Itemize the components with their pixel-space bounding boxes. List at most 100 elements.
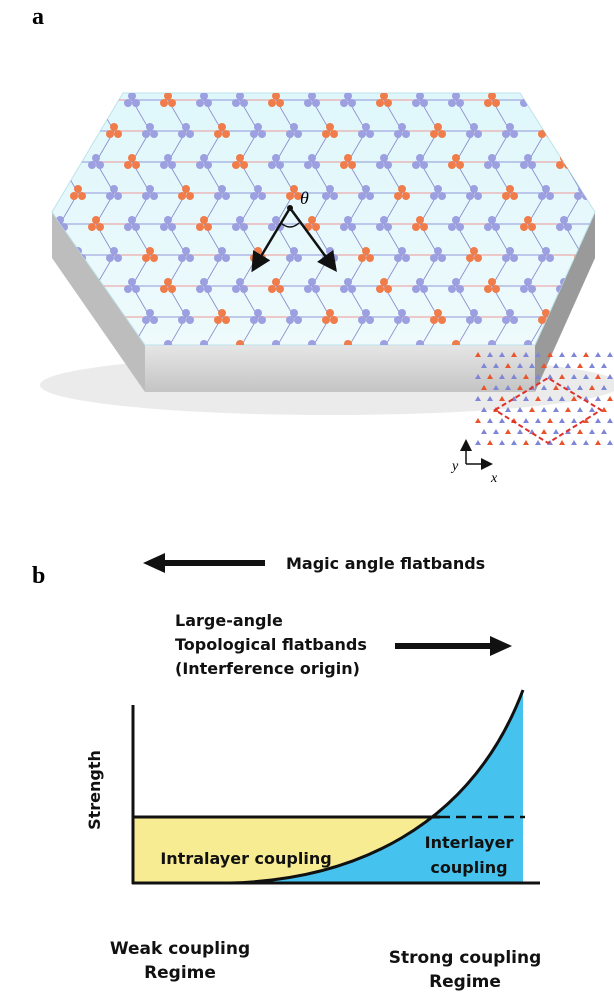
atom (546, 254, 554, 262)
atom (394, 192, 402, 200)
atom (196, 161, 204, 169)
atom (564, 223, 572, 231)
site (571, 352, 577, 357)
atom (160, 285, 168, 293)
atom (326, 309, 334, 317)
atom (596, 154, 604, 162)
atom (124, 99, 132, 107)
atom (132, 223, 140, 231)
atom (600, 99, 608, 107)
atom (596, 340, 604, 348)
atom (466, 316, 474, 324)
atom (452, 278, 460, 286)
figure: a θ y x b Magic angle flatbands Large-an… (0, 0, 614, 992)
atom (168, 223, 176, 231)
atom (492, 223, 500, 231)
atom (556, 223, 564, 231)
atom (272, 154, 280, 162)
atom (200, 278, 208, 286)
y-axis-label: Strength (85, 750, 104, 830)
atom (510, 192, 518, 200)
atom (56, 154, 64, 162)
atom (366, 316, 374, 324)
atom (344, 216, 352, 224)
site (607, 396, 613, 401)
atom (502, 316, 510, 324)
atom (596, 92, 604, 100)
atom (290, 185, 298, 193)
site (535, 440, 541, 445)
atom (448, 285, 456, 293)
site (541, 429, 547, 434)
atom (416, 278, 424, 286)
atom (430, 316, 438, 324)
atom (60, 99, 68, 107)
site (553, 363, 559, 368)
atom (610, 316, 614, 324)
atom (286, 130, 294, 138)
atom (142, 254, 150, 262)
atom (56, 92, 64, 100)
atom (546, 192, 554, 200)
atom (52, 285, 60, 293)
atom (168, 99, 176, 107)
atom (74, 123, 82, 131)
atom (146, 123, 154, 131)
atom (290, 123, 298, 131)
atom (358, 254, 366, 262)
atom (384, 223, 392, 231)
atom (344, 154, 352, 162)
atom (114, 130, 122, 138)
atom (150, 192, 158, 200)
atom (96, 99, 104, 107)
atom (182, 185, 190, 193)
site (601, 363, 607, 368)
atom (358, 192, 366, 200)
atom (592, 285, 600, 293)
atom (308, 154, 316, 162)
atom (358, 316, 366, 324)
atom (164, 278, 172, 286)
atom (240, 99, 248, 107)
atom (218, 185, 226, 193)
atom (268, 161, 276, 169)
atom (520, 161, 528, 169)
atom (168, 285, 176, 293)
region-label: coupling (430, 858, 507, 877)
atom (434, 309, 442, 317)
site (529, 407, 535, 412)
atom (574, 192, 582, 200)
site (571, 440, 577, 445)
atom (236, 154, 244, 162)
site (499, 418, 505, 423)
atom (204, 99, 212, 107)
atom (276, 99, 284, 107)
atom (312, 99, 320, 107)
atom (524, 216, 532, 224)
site (595, 352, 601, 357)
bond (60, 131, 78, 162)
atom (70, 316, 78, 324)
atom (578, 123, 586, 131)
atom (78, 316, 86, 324)
atom (366, 254, 374, 262)
atom (452, 154, 460, 162)
bond (564, 317, 582, 348)
atom (416, 92, 424, 100)
atom (232, 99, 240, 107)
atom (70, 192, 78, 200)
atom (488, 278, 496, 286)
atom (254, 247, 262, 255)
atom (398, 185, 406, 193)
atom (592, 99, 600, 107)
atom (456, 99, 464, 107)
x-label: Weak coupling (110, 939, 250, 959)
site (559, 440, 565, 445)
atom (304, 161, 312, 169)
atom (168, 161, 176, 169)
atom (164, 92, 172, 100)
atom (128, 154, 136, 162)
atom (330, 130, 338, 138)
atom (474, 254, 482, 262)
atom (484, 285, 492, 293)
